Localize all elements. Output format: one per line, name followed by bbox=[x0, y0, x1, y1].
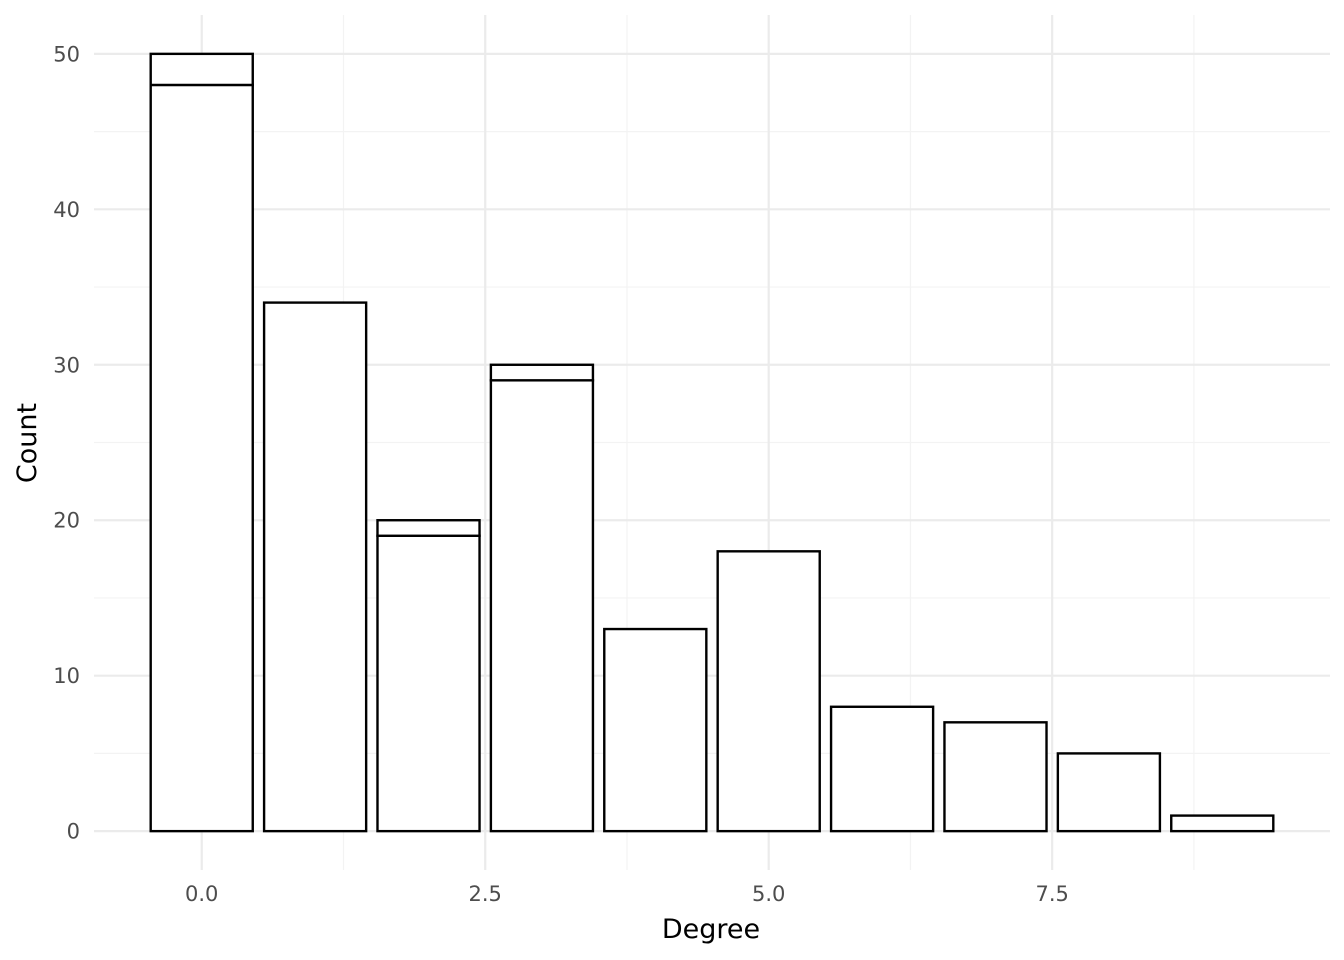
bar-segment bbox=[149, 83, 254, 833]
y-tick-label: 30 bbox=[53, 353, 80, 377]
bar-segment bbox=[376, 519, 481, 537]
x-tick-label: 2.5 bbox=[469, 882, 502, 906]
x-tick-label: 0.0 bbox=[185, 882, 218, 906]
y-tick-label: 10 bbox=[53, 664, 80, 688]
bar-segment bbox=[943, 721, 1048, 833]
y-tick-label: 0 bbox=[67, 820, 80, 844]
y-tick-label: 40 bbox=[53, 198, 80, 222]
x-axis-tick-labels: 0.0 2.5 5.0 7.5 bbox=[185, 882, 1069, 906]
y-tick-label: 50 bbox=[53, 42, 80, 66]
bar-segment bbox=[1170, 814, 1275, 833]
bar-segment bbox=[716, 550, 821, 833]
bar-segment bbox=[829, 705, 935, 833]
bar-segment bbox=[603, 627, 708, 833]
x-tick-label: 7.5 bbox=[1035, 882, 1068, 906]
bar-segment bbox=[376, 534, 481, 833]
bars bbox=[149, 52, 1275, 833]
bar-segment bbox=[149, 52, 254, 87]
y-axis-title: Count bbox=[12, 403, 43, 483]
bar-segment bbox=[489, 363, 595, 382]
bar-segment bbox=[262, 301, 368, 833]
bar-segment bbox=[489, 379, 595, 833]
x-axis-title: Degree bbox=[662, 914, 760, 945]
y-axis-tick-labels: 0 10 20 30 40 50 bbox=[53, 42, 80, 843]
x-tick-label: 5.0 bbox=[752, 882, 785, 906]
bar-segment bbox=[1056, 752, 1162, 833]
y-tick-label: 20 bbox=[53, 509, 80, 533]
